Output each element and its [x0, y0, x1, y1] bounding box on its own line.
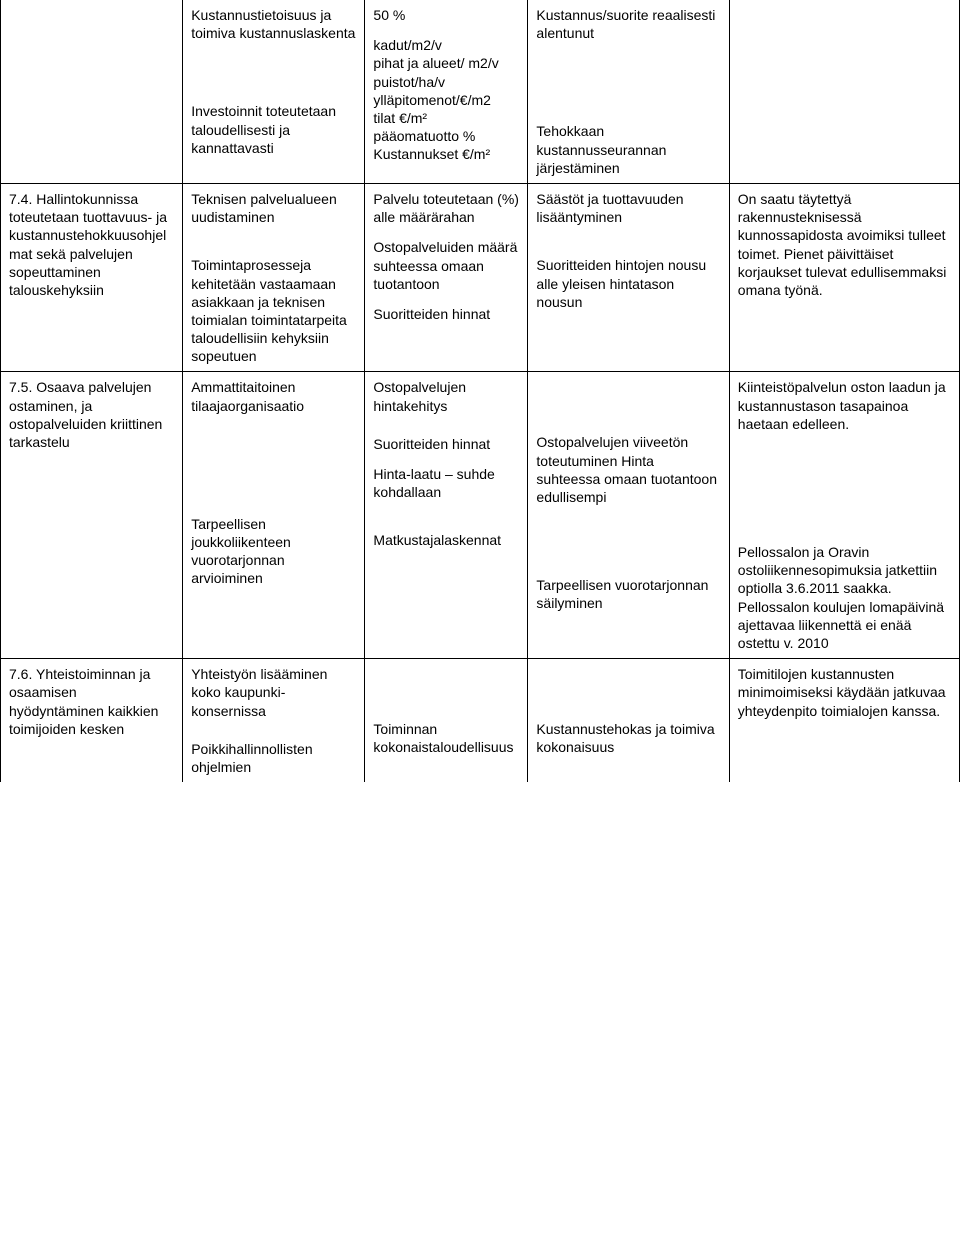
cell-text: Kiinteistöpalvelun oston laadun ja kusta… — [738, 378, 951, 433]
table-cell: Toimitilojen kustannusten minimoimiseksi… — [729, 659, 959, 782]
table-cell — [1, 0, 183, 183]
cell-text: Yhteistyön lisääminen koko kaupunki-kons… — [191, 665, 356, 720]
table-cell: Yhteistyön lisääminen koko kaupunki-kons… — [183, 659, 365, 782]
table-row: 7.4. Hallintokunnissa toteutetaan tuotta… — [1, 183, 960, 372]
cell-text: Kustannus/suorite reaalisesti alentunut — [536, 6, 720, 42]
cell-text: Suoritteiden hinnat — [373, 305, 519, 323]
cell-text: Tarpeellisen joukkoliikenteen vuorotarjo… — [191, 515, 356, 588]
cell-text: Toimintaprosesseja kehitetään vastaamaan… — [191, 256, 356, 365]
table-cell: Kiinteistöpalvelun oston laadun ja kusta… — [729, 372, 959, 659]
cell-text: Teknisen palvelualueen uudistaminen — [191, 190, 356, 226]
table-cell: Toiminnan kokonaistaloudellisuus — [365, 659, 528, 782]
cell-text: Toimitilojen kustannusten minimoimiseksi… — [738, 665, 951, 720]
cell-text: Ostopalvelujen hintakehitys — [373, 378, 519, 414]
cell-text: Hinta-laatu – suhde kohdallaan — [373, 465, 519, 501]
table-cell — [729, 0, 959, 183]
cell-text: Ammattitaitoinen tilaajaorganisaatio — [191, 378, 356, 414]
cell-text: Kustannustehokas ja toimiva kokonaisuus — [536, 720, 720, 756]
table-cell: Teknisen palvelualueen uudistaminen Toimi… — [183, 183, 365, 372]
table-cell: 7.5. Osaava palvelujen ostaminen, ja ost… — [1, 372, 183, 659]
cell-text: Palvelu toteutetaan (%) alle määrärahan — [373, 190, 519, 226]
cell-text: 50 % — [373, 6, 519, 24]
table-row: 7.6. Yhteistoiminnan ja osaamisen hyödyn… — [1, 659, 960, 782]
cell-text: Suoritteiden hintojen nousu alle yleisen… — [536, 256, 720, 311]
cell-text: On saatu täytettyä rakennusteknisessä ku… — [738, 190, 951, 299]
cell-text: Kustannustietoisuus ja toimiva kustannus… — [191, 6, 356, 42]
cell-text: Toiminnan kokonaistaloudellisuus — [373, 720, 519, 756]
cell-text: Ostopalvelujen viiveetön toteutuminen Hi… — [536, 433, 720, 506]
cell-text: Matkustajalaskennat — [373, 531, 519, 549]
content-table: Kustannustietoisuus ja toimiva kustannus… — [0, 0, 960, 782]
table-cell: Ostopalvelujen viiveetön toteutuminen Hi… — [528, 372, 729, 659]
table-cell: 50 % kadut/m2/v pihat ja alueet/ m2/v pui… — [365, 0, 528, 183]
cell-text: Investoinnit toteutetaan taloudellisesti… — [191, 102, 356, 157]
table-cell: On saatu täytettyä rakennusteknisessä ku… — [729, 183, 959, 372]
table-cell: Ostopalvelujen hintakehitys Suoritteiden … — [365, 372, 528, 659]
table-row: 7.5. Osaava palvelujen ostaminen, ja ost… — [1, 372, 960, 659]
table-cell: Palvelu toteutetaan (%) alle määrärahan O… — [365, 183, 528, 372]
table-row: Kustannustietoisuus ja toimiva kustannus… — [1, 0, 960, 183]
table-cell: Säästöt ja tuottavuuden lisääntyminen Suo… — [528, 183, 729, 372]
table-cell: Kustannustehokas ja toimiva kokonaisuus — [528, 659, 729, 782]
table-cell: Ammattitaitoinen tilaajaorganisaatio Tarp… — [183, 372, 365, 659]
cell-text: Pellossalon ja Oravin ostoliikennesopimu… — [738, 543, 951, 652]
table-cell: 7.6. Yhteistoiminnan ja osaamisen hyödyn… — [1, 659, 183, 782]
table-cell: Kustannus/suorite reaalisesti alentunut T… — [528, 0, 729, 183]
cell-text: Tarpeellisen vuorotarjonnan säilyminen — [536, 576, 720, 612]
table-cell: Kustannustietoisuus ja toimiva kustannus… — [183, 0, 365, 183]
cell-text: Tehokkaan kustannusseurannan järjestämin… — [536, 122, 720, 177]
cell-text: kadut/m2/v pihat ja alueet/ m2/v puistot… — [373, 36, 519, 163]
cell-text: Säästöt ja tuottavuuden lisääntyminen — [536, 190, 720, 226]
cell-text: Suoritteiden hinnat — [373, 435, 519, 453]
cell-text: Poikkihallinnollisten ohjelmien — [191, 740, 356, 776]
table-cell: 7.4. Hallintokunnissa toteutetaan tuotta… — [1, 183, 183, 372]
cell-text: Ostopalveluiden määrä suhteessa omaan tu… — [373, 238, 519, 293]
